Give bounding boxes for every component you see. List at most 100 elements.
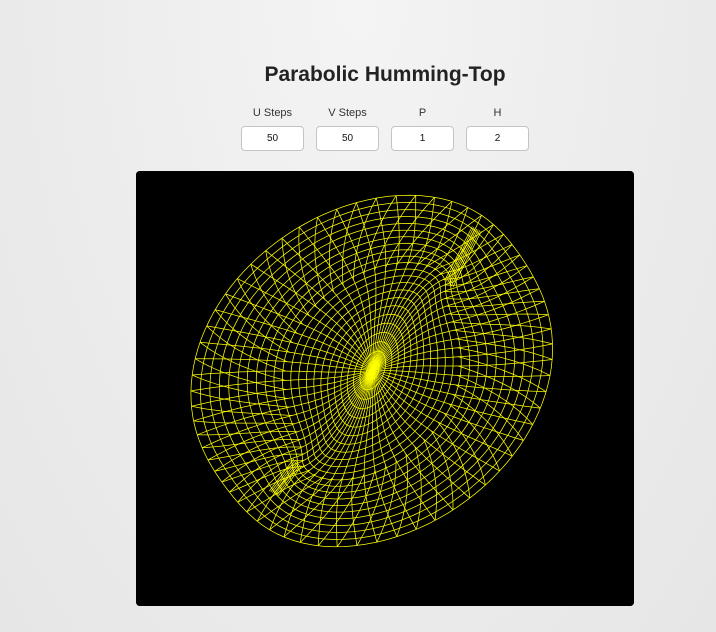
- mesh-line: [372, 254, 521, 371]
- mesh-line: [372, 265, 528, 371]
- mesh-lines: [190, 194, 553, 548]
- mesh-line: [372, 201, 453, 371]
- mesh-line: [200, 202, 544, 540]
- mesh-line: [433, 233, 504, 271]
- mesh-line: [317, 370, 374, 546]
- mesh-line: [351, 370, 374, 546]
- mesh-line: [317, 217, 374, 371]
- mesh-line: [298, 226, 317, 308]
- mesh-line: [449, 229, 479, 286]
- mesh-line: [455, 338, 553, 360]
- mesh-line: [190, 370, 373, 392]
- mesh-line: [206, 325, 286, 372]
- mesh-line: [329, 209, 338, 292]
- mesh-line: [372, 300, 545, 371]
- u-steps-label: U Steps: [252, 107, 293, 119]
- mesh-line: [450, 230, 481, 287]
- mesh-line: [372, 370, 436, 521]
- mesh-line: [444, 226, 473, 281]
- mesh-line: [214, 453, 304, 472]
- p-input[interactable]: [391, 126, 454, 151]
- v-steps-control: V Steps: [316, 106, 379, 151]
- mesh-line: [452, 394, 513, 457]
- h-control: H: [466, 106, 529, 151]
- mesh-line: [372, 328, 552, 371]
- mesh-line: [265, 250, 304, 325]
- mesh-line: [283, 370, 374, 538]
- mesh-line: [275, 463, 300, 495]
- mesh-line: [437, 421, 471, 499]
- parameter-controls: U Steps V Steps P H: [0, 106, 716, 151]
- mesh-line: [225, 293, 290, 353]
- mesh-line: [290, 268, 454, 474]
- v-steps-input[interactable]: [316, 126, 379, 151]
- mesh-line: [215, 309, 374, 371]
- mesh-line: [273, 255, 470, 487]
- mesh-line: [229, 370, 374, 493]
- mesh-line: [201, 370, 374, 449]
- mesh-line: [458, 365, 541, 409]
- mesh-line: [448, 313, 549, 316]
- mesh-line: [396, 453, 408, 537]
- mesh-line: [356, 202, 377, 371]
- mesh-line: [452, 231, 482, 288]
- mesh-line: [282, 262, 462, 481]
- mesh-line: [457, 347, 551, 376]
- mesh-line: [446, 300, 545, 308]
- mesh-line: [372, 370, 398, 537]
- mesh-line: [237, 370, 374, 503]
- mesh-line: [264, 249, 479, 494]
- mesh-line: [336, 208, 374, 371]
- mesh-line: [352, 197, 377, 280]
- mesh-line: [278, 465, 303, 497]
- mesh-line: [269, 477, 334, 531]
- mesh-line: [256, 475, 325, 522]
- mesh-line: [218, 216, 525, 526]
- mesh-line: [372, 198, 387, 371]
- mesh-line: [270, 459, 296, 493]
- mesh-line: [372, 288, 540, 371]
- mesh-line: [372, 370, 454, 511]
- mesh-line: [372, 276, 534, 371]
- mesh-line: [193, 370, 373, 422]
- mesh-line: [356, 465, 387, 546]
- mesh-line: [197, 370, 373, 436]
- mesh-line: [192, 370, 373, 376]
- mesh-line: [346, 332, 399, 410]
- mesh-line: [272, 460, 298, 493]
- mesh-line: [207, 370, 374, 461]
- render-canvas[interactable]: [136, 171, 634, 606]
- mesh-line: [269, 370, 374, 530]
- mesh-line: [199, 341, 373, 371]
- mesh-line: [225, 293, 374, 371]
- mesh-line: [453, 329, 553, 345]
- mesh-line: [443, 412, 486, 486]
- mesh-line: [276, 464, 301, 496]
- mesh-line: [438, 244, 513, 276]
- mesh-line: [190, 390, 290, 408]
- mesh-line: [269, 458, 295, 492]
- mesh-line: [300, 476, 354, 543]
- u-steps-control: U Steps: [241, 106, 304, 151]
- mesh-line: [214, 309, 288, 363]
- mesh-line: [340, 322, 405, 419]
- p-control: P: [391, 106, 454, 151]
- mesh-line: [416, 215, 482, 266]
- mesh-line: [202, 439, 301, 449]
- mesh-line: [406, 207, 469, 266]
- h-input[interactable]: [466, 126, 529, 151]
- mesh-line: [374, 195, 417, 271]
- mesh-line: [396, 201, 453, 266]
- mesh-line: [363, 370, 378, 543]
- u-steps-input[interactable]: [241, 126, 304, 151]
- mesh-line: [444, 288, 540, 300]
- mesh-line: [246, 473, 317, 513]
- mesh-line: [372, 370, 417, 530]
- mesh-line: [372, 343, 553, 371]
- mesh-line: [372, 370, 513, 457]
- mesh-line: [306, 282, 439, 460]
- mesh-line: [372, 370, 547, 393]
- mesh-line: [414, 446, 422, 530]
- mesh-line: [313, 289, 432, 453]
- mesh-line: [281, 238, 310, 316]
